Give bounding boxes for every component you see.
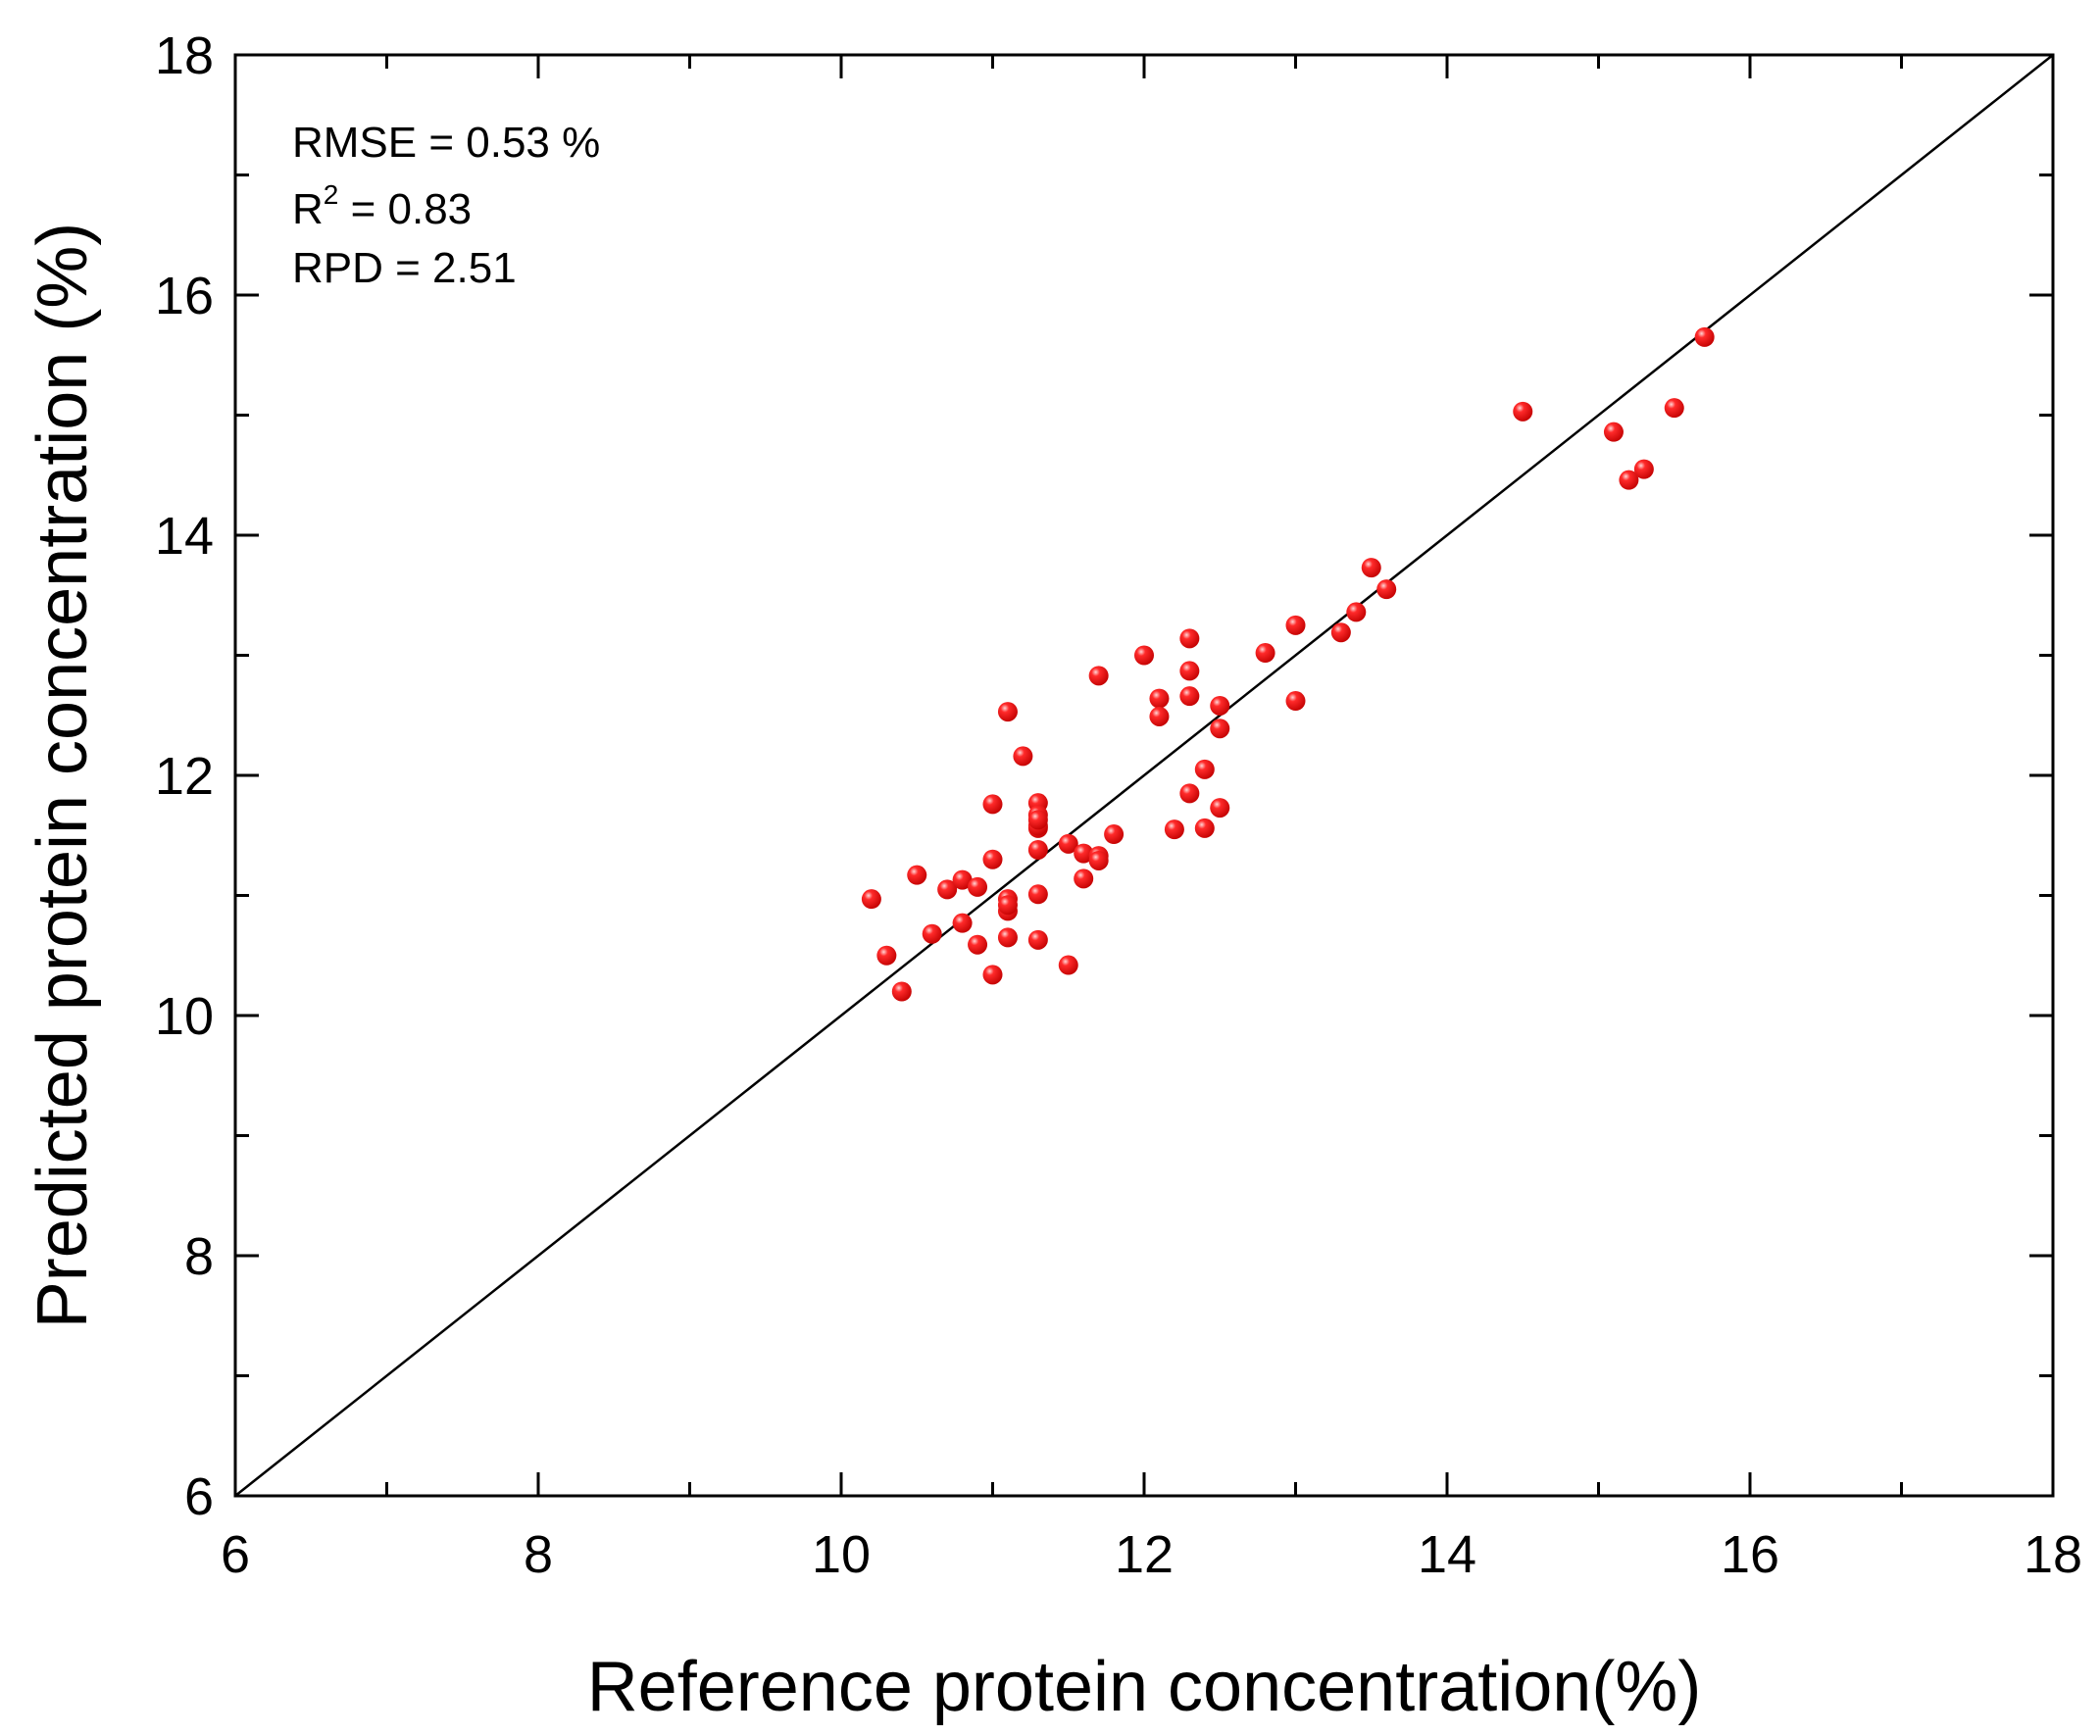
r2-value: = 0.83	[338, 185, 472, 233]
x-tick-label: 16	[1721, 1525, 1779, 1584]
x-axis-title: Reference protein concentration(%)	[587, 1648, 1702, 1726]
data-point	[1179, 686, 1200, 707]
data-point	[1088, 850, 1109, 870]
r2-superscript: 2	[324, 179, 339, 210]
data-point	[1179, 628, 1200, 649]
data-point	[1210, 695, 1230, 716]
y-axis-title: Predicted protein concentration (%)	[24, 223, 102, 1329]
data-point	[997, 895, 1018, 916]
x-tick-label: 10	[812, 1525, 871, 1584]
stats-annotation: RMSE = 0.53 % R2 = 0.83 RPD = 2.51	[292, 119, 600, 292]
data-point	[891, 981, 912, 1002]
data-point	[1255, 643, 1275, 664]
data-point	[1164, 819, 1184, 840]
data-point	[1361, 558, 1381, 578]
data-point	[997, 702, 1018, 722]
data-point	[1058, 955, 1078, 975]
data-point	[1027, 839, 1048, 860]
y-tick-label: 8	[184, 1227, 214, 1286]
data-point	[1088, 666, 1109, 686]
data-point	[1027, 810, 1048, 830]
y-tick-label: 10	[155, 987, 214, 1046]
data-point	[1285, 691, 1306, 712]
r2-prefix: R	[292, 185, 324, 233]
y-tick-label: 18	[155, 26, 214, 85]
data-point	[968, 934, 988, 955]
data-point	[1179, 783, 1200, 804]
data-point	[1074, 868, 1094, 889]
y-tick-labels: 6 8 10 12 14 16 18	[155, 26, 214, 1526]
x-tick-labels: 6 8 10 12 14 16 18	[221, 1525, 2082, 1584]
x-tick-label: 6	[221, 1525, 250, 1584]
x-tick-label: 8	[524, 1525, 553, 1584]
data-point	[1074, 843, 1094, 864]
rmse-label: RMSE = 0.53 %	[292, 119, 600, 167]
data-point	[1194, 818, 1215, 838]
rpd-label: RPD = 2.51	[292, 244, 517, 292]
r2-label: R2 = 0.83	[292, 179, 472, 233]
data-points	[861, 326, 1715, 1002]
data-point	[1149, 688, 1170, 709]
data-point	[1376, 579, 1397, 600]
y-tick-label: 14	[155, 507, 214, 566]
y-tick-label: 16	[155, 267, 214, 325]
data-point	[1633, 459, 1654, 479]
data-point	[1179, 661, 1200, 681]
data-point	[1134, 645, 1154, 666]
data-point	[1330, 622, 1351, 643]
data-point	[1104, 824, 1125, 845]
data-point	[1619, 470, 1639, 490]
identity-line	[234, 54, 2054, 1497]
data-point	[952, 869, 973, 890]
data-point	[982, 849, 1003, 869]
x-tick-label: 14	[1418, 1525, 1476, 1584]
data-point	[1285, 615, 1306, 635]
data-point	[1027, 929, 1048, 950]
data-point	[1513, 401, 1533, 422]
data-point	[982, 794, 1003, 815]
x-tick-label: 12	[1115, 1525, 1174, 1584]
data-point	[1664, 398, 1684, 419]
data-point	[1194, 759, 1215, 779]
data-point	[1603, 422, 1624, 442]
data-point	[997, 927, 1018, 948]
data-point	[1210, 798, 1230, 818]
data-point	[1058, 833, 1078, 854]
axis-ticks	[233, 53, 2055, 1498]
data-point	[982, 965, 1003, 985]
data-point	[861, 889, 881, 910]
x-tick-label: 18	[2024, 1525, 2082, 1584]
y-tick-label: 6	[184, 1467, 214, 1526]
data-point	[1027, 884, 1048, 905]
data-point	[876, 945, 897, 966]
data-point	[1346, 602, 1367, 622]
data-point	[937, 879, 958, 900]
data-point	[1013, 746, 1033, 767]
data-point	[952, 913, 973, 933]
data-point	[907, 865, 927, 885]
y-tick-label: 12	[155, 747, 214, 806]
data-point	[1694, 326, 1715, 347]
data-point	[1210, 719, 1230, 739]
data-point	[922, 923, 942, 944]
data-point	[968, 876, 988, 897]
data-point	[1149, 706, 1170, 726]
